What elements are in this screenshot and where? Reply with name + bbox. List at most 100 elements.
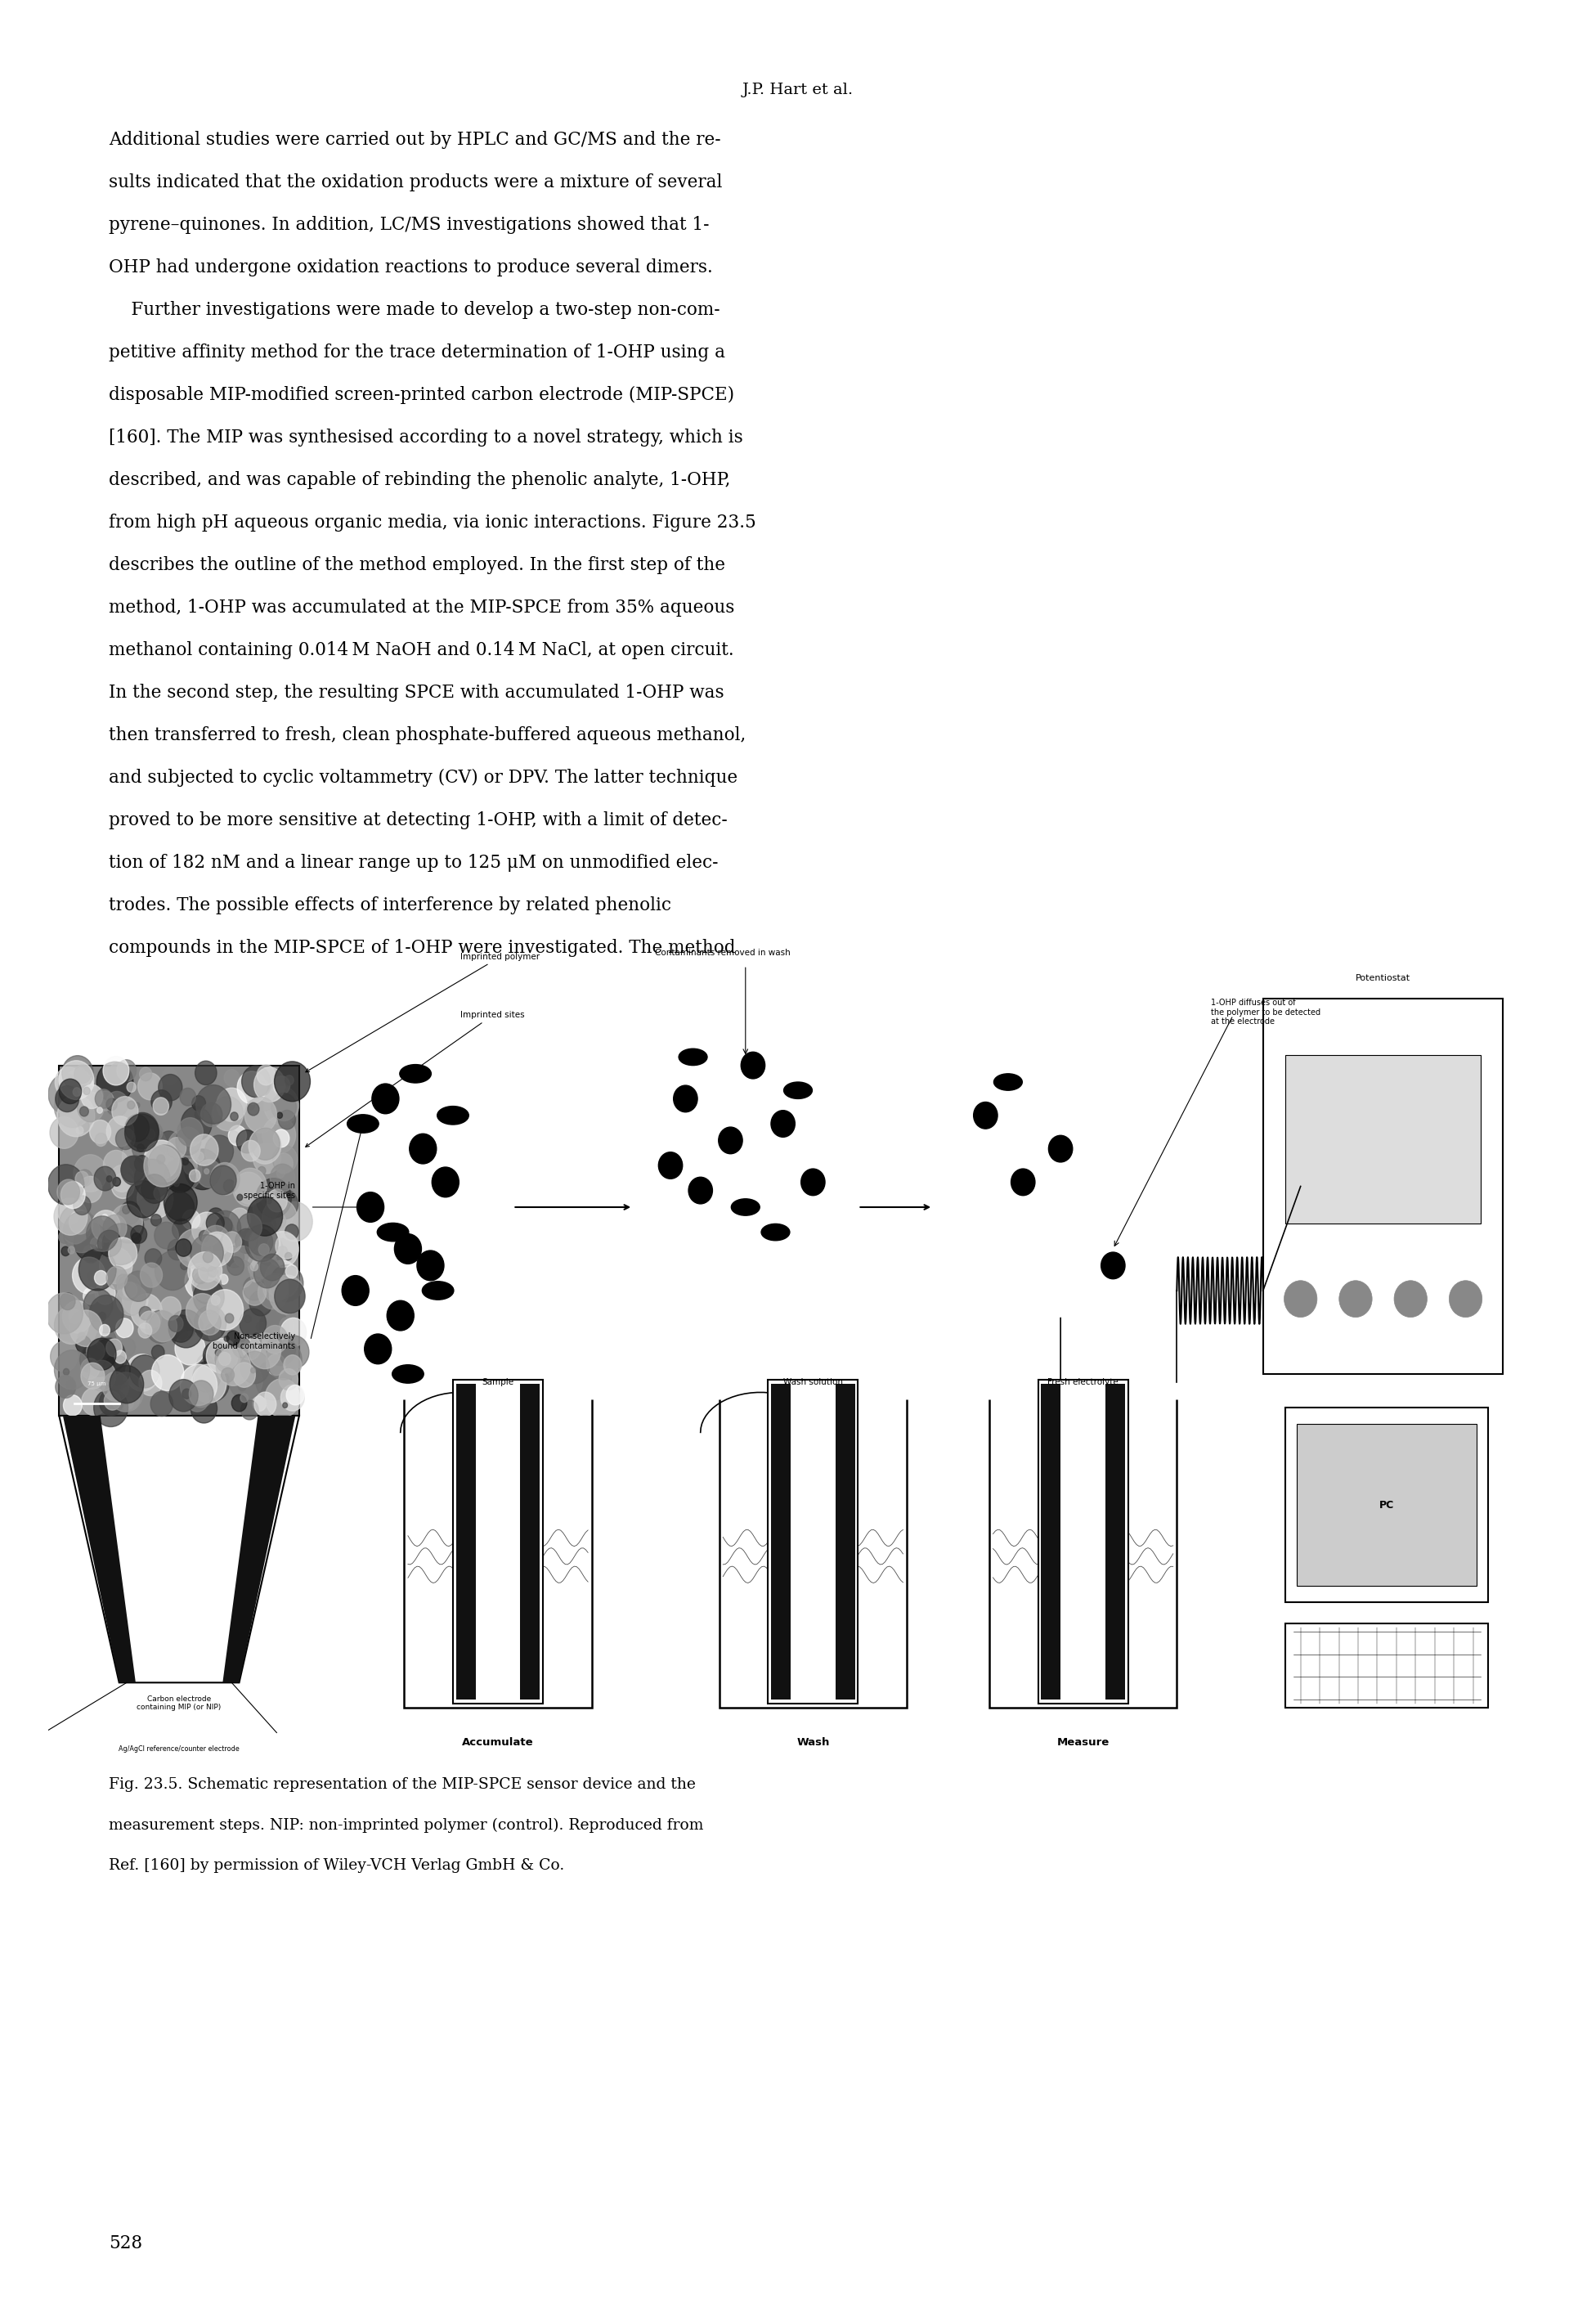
Circle shape: [195, 1152, 204, 1161]
Circle shape: [104, 1214, 126, 1242]
Circle shape: [96, 1091, 113, 1110]
Text: OHP had undergone oxidation reactions to produce several dimers.: OHP had undergone oxidation reactions to…: [109, 260, 712, 276]
Circle shape: [121, 1156, 145, 1182]
Circle shape: [233, 1247, 252, 1267]
Circle shape: [155, 1251, 190, 1291]
Circle shape: [260, 1196, 267, 1203]
Circle shape: [198, 1260, 217, 1281]
Circle shape: [177, 1117, 203, 1147]
Circle shape: [78, 1249, 117, 1291]
Circle shape: [81, 1353, 91, 1365]
Circle shape: [231, 1395, 247, 1411]
Circle shape: [139, 1307, 152, 1321]
Circle shape: [251, 1367, 255, 1374]
Circle shape: [54, 1351, 89, 1390]
Circle shape: [271, 1189, 298, 1219]
Circle shape: [94, 1165, 117, 1191]
Circle shape: [99, 1247, 132, 1284]
Circle shape: [88, 1360, 117, 1390]
Circle shape: [267, 1198, 271, 1205]
Circle shape: [219, 1274, 228, 1284]
Circle shape: [254, 1087, 275, 1110]
Circle shape: [81, 1358, 99, 1379]
Circle shape: [262, 1325, 287, 1353]
Circle shape: [260, 1184, 281, 1207]
Text: describes the outline of the method employed. In the first step of the: describes the outline of the method empl…: [109, 556, 725, 575]
Circle shape: [145, 1124, 163, 1142]
Circle shape: [83, 1339, 115, 1376]
Text: Non-selectively
bound contaminants: Non-selectively bound contaminants: [212, 1332, 295, 1351]
Ellipse shape: [761, 1223, 790, 1240]
Circle shape: [69, 1309, 81, 1323]
Circle shape: [241, 1399, 259, 1420]
Circle shape: [137, 1184, 160, 1207]
Circle shape: [152, 1214, 161, 1226]
Circle shape: [117, 1318, 134, 1337]
Circle shape: [83, 1087, 89, 1094]
Ellipse shape: [423, 1281, 453, 1300]
Circle shape: [145, 1309, 161, 1328]
Circle shape: [228, 1260, 254, 1288]
Circle shape: [73, 1087, 81, 1096]
Circle shape: [254, 1393, 276, 1416]
Circle shape: [267, 1230, 298, 1267]
Circle shape: [281, 1386, 305, 1411]
Circle shape: [209, 1328, 220, 1342]
Circle shape: [168, 1240, 187, 1260]
Circle shape: [203, 1342, 228, 1369]
Circle shape: [241, 1393, 249, 1402]
Circle shape: [110, 1365, 144, 1404]
Bar: [835, 1383, 855, 1698]
Circle shape: [64, 1395, 81, 1416]
Text: pyrene–quinones. In addition, LC/MS investigations showed that 1-: pyrene–quinones. In addition, LC/MS inve…: [109, 215, 709, 234]
Circle shape: [96, 1133, 107, 1147]
Circle shape: [61, 1293, 75, 1309]
Text: Measure: Measure: [1057, 1738, 1109, 1747]
Circle shape: [140, 1263, 163, 1288]
Text: Additional studies were carried out by HPLC and GC/MS and the re-: Additional studies were carried out by H…: [109, 130, 721, 148]
Circle shape: [1339, 1281, 1373, 1318]
Circle shape: [69, 1247, 75, 1253]
Circle shape: [207, 1291, 243, 1330]
Circle shape: [80, 1346, 105, 1374]
Circle shape: [182, 1209, 200, 1230]
Circle shape: [177, 1228, 212, 1267]
Circle shape: [263, 1274, 289, 1302]
Circle shape: [61, 1182, 85, 1209]
Circle shape: [94, 1388, 128, 1427]
Circle shape: [243, 1344, 255, 1358]
Bar: [456, 1383, 476, 1698]
Circle shape: [164, 1158, 195, 1193]
Circle shape: [251, 1263, 259, 1270]
Circle shape: [56, 1376, 75, 1397]
Text: methanol containing 0.014 M NaOH and 0.14 M NaCl, at open circuit.: methanol containing 0.014 M NaOH and 0.1…: [109, 642, 734, 658]
Circle shape: [215, 1348, 220, 1355]
Circle shape: [1449, 1281, 1483, 1318]
Circle shape: [275, 1279, 305, 1314]
Text: from high pH aqueous organic media, via ionic interactions. Figure 23.5: from high pH aqueous organic media, via …: [109, 514, 757, 531]
Circle shape: [164, 1184, 198, 1221]
Circle shape: [97, 1061, 132, 1103]
Circle shape: [134, 1158, 171, 1198]
Circle shape: [260, 1253, 284, 1281]
Circle shape: [75, 1068, 86, 1080]
Circle shape: [73, 1223, 109, 1260]
Text: 528: 528: [109, 2234, 142, 2252]
Circle shape: [153, 1098, 169, 1114]
Circle shape: [252, 1395, 267, 1411]
Text: 1-OHP diffuses out of
the polymer to be detected
at the electrode: 1-OHP diffuses out of the polymer to be …: [1211, 999, 1320, 1026]
Bar: [1041, 1383, 1061, 1698]
Circle shape: [145, 1128, 155, 1140]
Circle shape: [78, 1177, 102, 1203]
Ellipse shape: [994, 1073, 1023, 1091]
Circle shape: [88, 1339, 117, 1369]
Circle shape: [81, 1084, 102, 1108]
Circle shape: [278, 1112, 282, 1119]
Ellipse shape: [784, 1082, 812, 1098]
Circle shape: [91, 1087, 104, 1103]
Circle shape: [193, 1362, 220, 1393]
Circle shape: [228, 1362, 262, 1399]
Circle shape: [252, 1193, 279, 1221]
Circle shape: [110, 1205, 142, 1240]
Circle shape: [241, 1066, 270, 1098]
